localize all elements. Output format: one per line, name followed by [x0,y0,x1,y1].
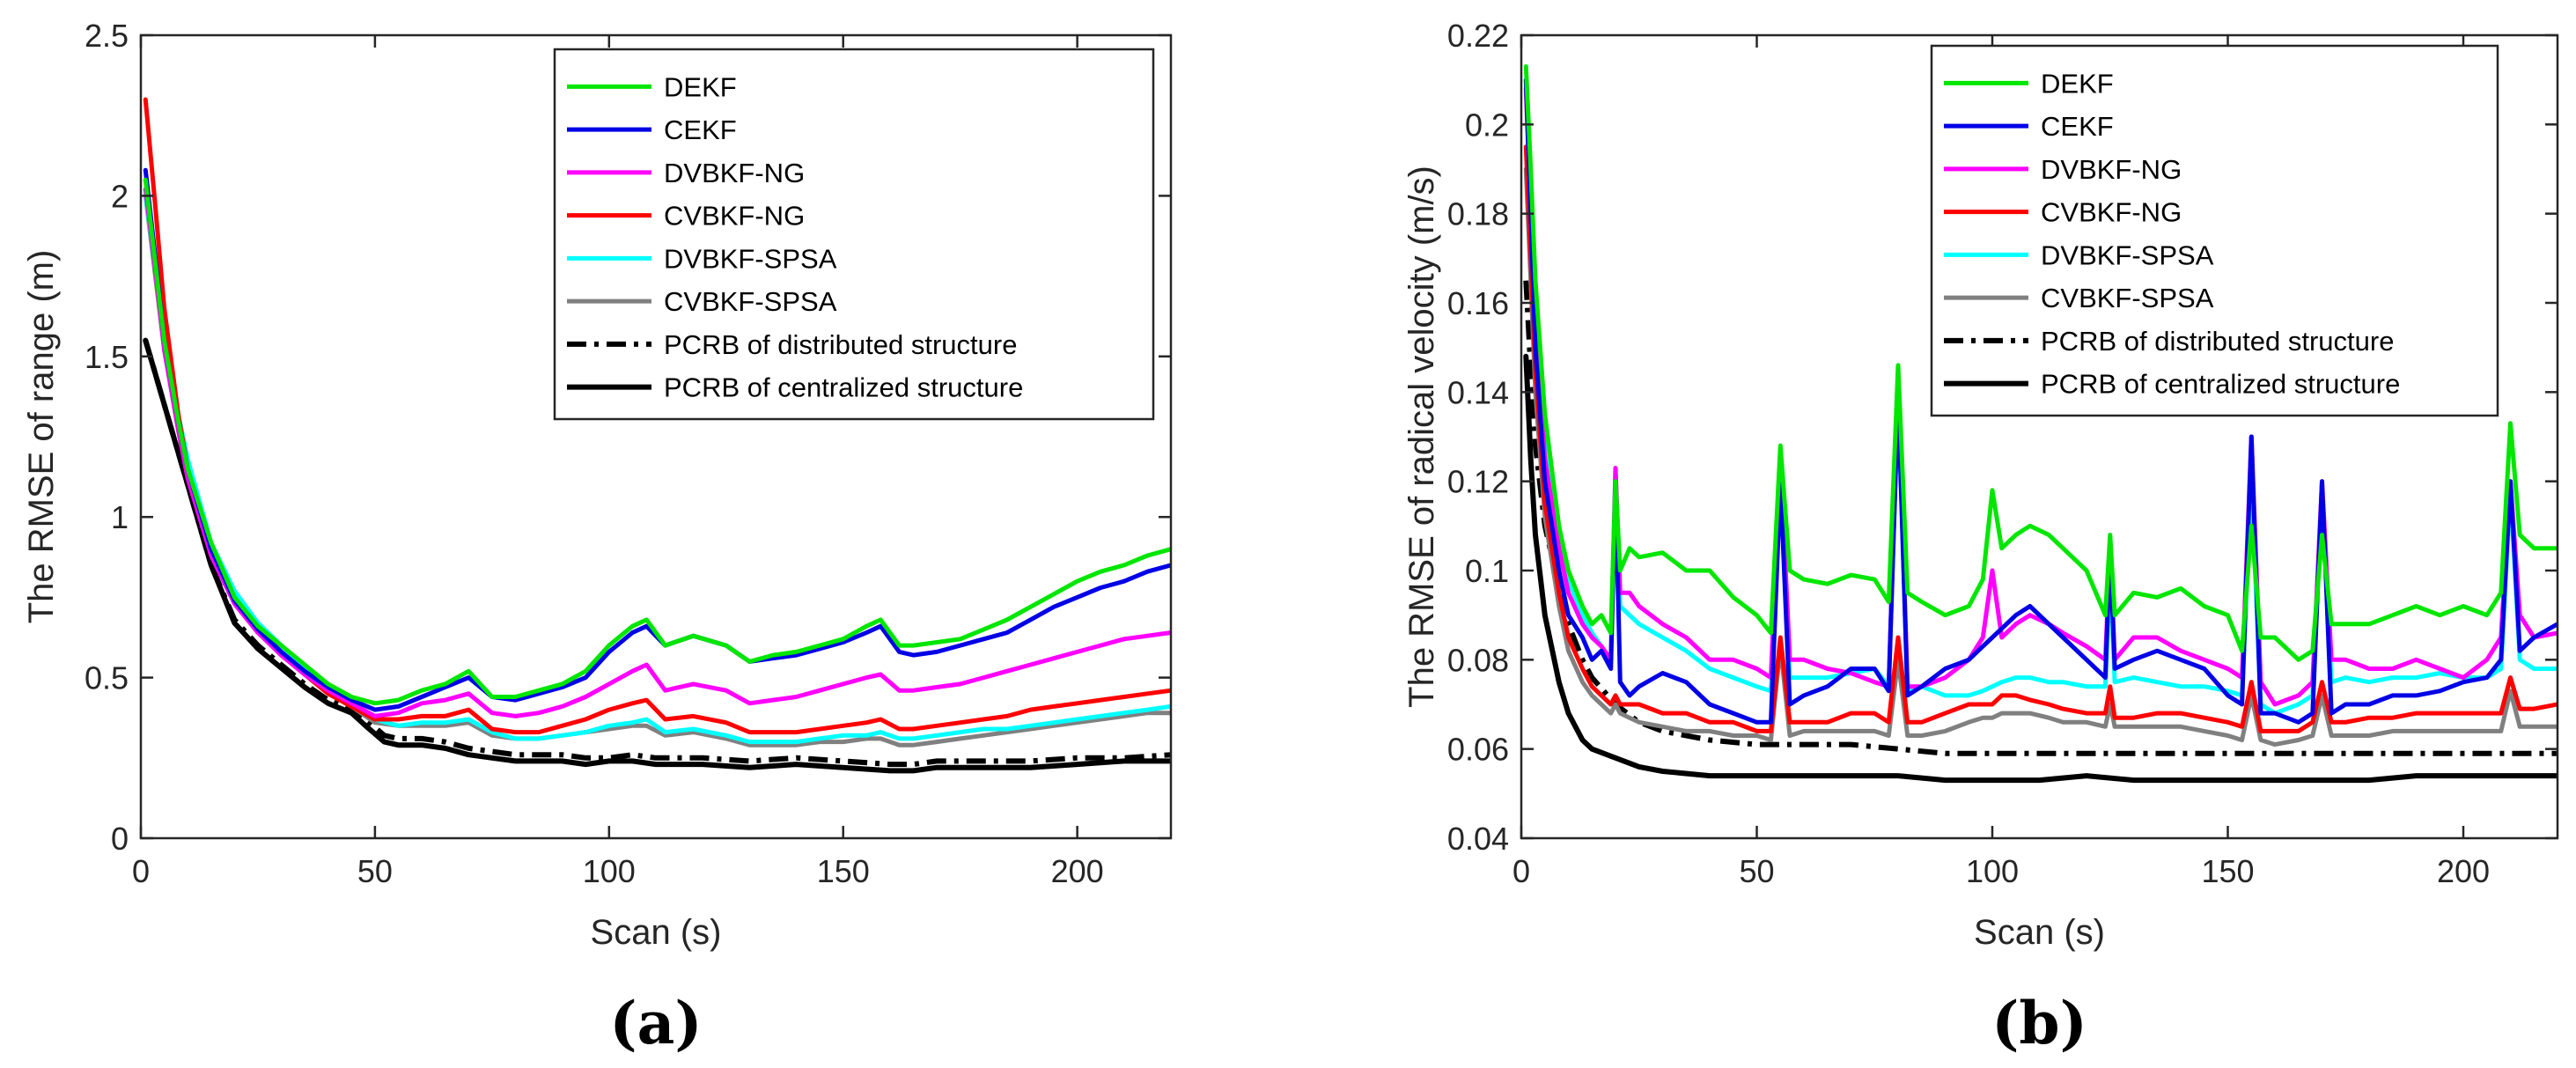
y-tick-label: 0.04 [1447,821,1509,857]
panel-label: (b) [1991,989,2087,1057]
legend-entry-label: DVBKF-NG [2041,154,2182,185]
legend-entry-label: CEKF [664,114,737,145]
y-axis-label: The RMSE of range (m) [22,250,61,624]
series-group [143,97,1171,774]
y-tick-label: 0.1 [1465,553,1509,589]
legend-entry-label: CVBKF-NG [664,201,805,232]
legend: DEKF CEKF DVBKF-NG CVBKF-NG DVBKF-SPSA CVBKF-… [1930,44,2499,417]
panel-b-chart: 0 50 100 150 200 0.04 0.06 0.08 0.1 0.12 0.14 0.16 0… [1402,18,2559,1057]
y-tick-label: 0.16 [1447,285,1509,321]
y-tick-label: 0 [111,821,129,857]
y-tick-label: 0.5 [85,660,129,696]
legend-entry-label: PCRB of distributed structure [2041,326,2394,357]
y-tick-label: 0.14 [1447,374,1509,410]
panel-a-chart: 0 50 100 150 200 0 0.5 1 1.5 2 2.5 Scan (s) The RMSE… [22,18,1173,1057]
y-axis-label: The RMSE of radical velocity (m/s) [1402,166,1441,708]
axes-box [139,33,1173,840]
legend-entry-label: DVBKF-SPSA [664,243,837,274]
x-tick-label: 0 [1512,853,1530,889]
y-tick-label: 2 [111,178,129,214]
legend-entry-label: DEKF [2041,68,2114,99]
legend-entry-label: DEKF [664,71,737,102]
legend: DEKF CEKF DVBKF-NG CVBKF-NG DVBKF-SPSA CVBKF-… [553,48,1155,421]
y-tick-label: 0.12 [1447,464,1509,500]
legend-entry-label: CVBKF-SPSA [664,286,837,317]
legend-entry-label: PCRB of distributed structure [664,329,1017,360]
y-tick-label: 0.2 [1465,107,1509,143]
series-line-pcrb-of-distributed-structure [1523,280,2558,756]
legend-entry-label: PCRB of centralized structure [664,372,1023,403]
legend-entry-label: DVBKF-SPSA [2041,239,2214,270]
y-tick-label: 0.08 [1447,642,1509,678]
legend-entry-label: PCRB of centralized structure [2041,369,2400,400]
legend-box [553,48,1155,421]
x-tick-label: 0 [132,853,150,889]
panel-label: (a) [609,989,702,1057]
x-tick-label: 50 [1739,853,1774,889]
x-tick-label: 150 [2201,853,2254,889]
y-tick-label: 2.5 [85,18,129,54]
series-line-cvbkf-spsa [1523,166,2558,748]
series-line-dvbkf-ng [1523,86,2558,707]
x-tick-label: 50 [357,853,393,889]
x-tick-label: 150 [817,853,870,889]
series-line-cvbkf-ng [1523,144,2558,733]
y-tick-label: 1 [111,499,129,535]
series-line-cekf [143,167,1171,712]
legend-box [1930,44,2499,417]
series-line-cekf [1523,77,2558,725]
y-tick-label: 0.06 [1447,732,1509,768]
series-line-dekf [1523,64,2558,662]
series-line-pcrb-of-distributed-structure [143,339,1171,768]
x-tick-label: 200 [1051,853,1104,889]
x-axis-label: Scan (s) [1974,913,2105,952]
series-line-dvbkf-spsa [1523,77,2558,716]
x-tick-label: 100 [583,853,636,889]
legend-entry-label: CEKF [2041,111,2114,142]
series-group [1523,64,2558,784]
series-line-pcrb-of-centralized-structure [1523,353,2558,784]
y-tick-label: 0.18 [1447,196,1509,232]
x-tick-label: 200 [2437,853,2490,889]
y-tick-label: 1.5 [85,339,129,375]
series-line-dekf [143,177,1171,706]
series-line-dvbkf-ng [143,187,1171,718]
legend-entry-label: DVBKF-NG [664,158,805,188]
x-axis-label: Scan (s) [591,913,722,952]
y-tick-label: 0.22 [1447,18,1509,54]
series-line-pcrb-of-centralized-structure [143,337,1171,774]
legend-entry-label: CVBKF-SPSA [2041,283,2214,313]
legend-entry-label: CVBKF-NG [2041,197,2182,228]
axes-box [1520,33,2559,840]
x-tick-label: 100 [1966,853,2019,889]
